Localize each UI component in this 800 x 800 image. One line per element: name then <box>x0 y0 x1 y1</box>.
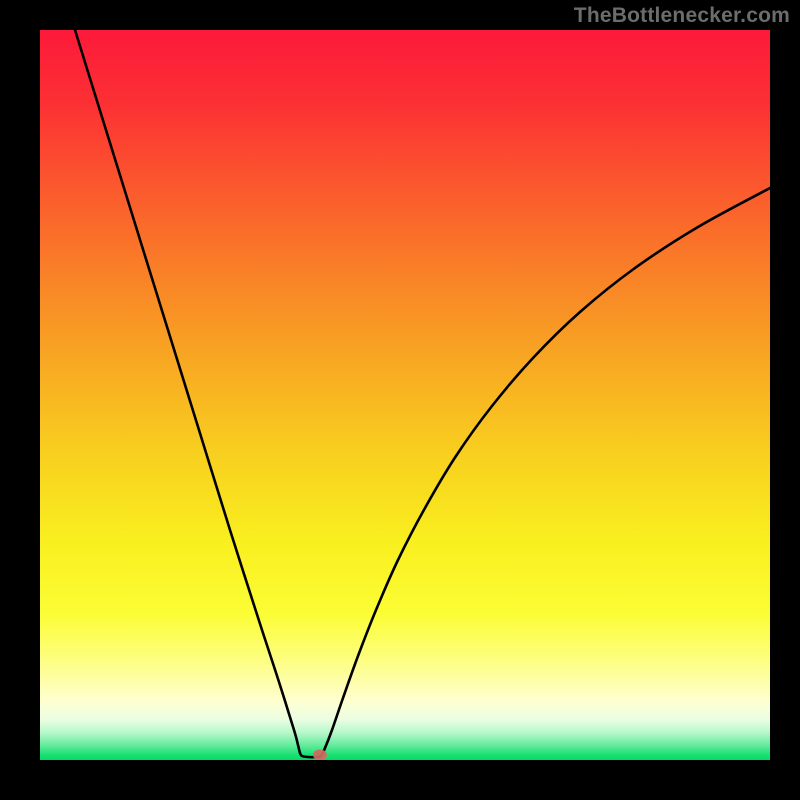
curve-layer <box>40 30 770 760</box>
bottleneck-curve <box>75 30 770 757</box>
watermark-text: TheBottlenecker.com <box>574 4 790 28</box>
optimum-marker <box>313 750 327 761</box>
chart-container: TheBottlenecker.com <box>0 0 800 800</box>
